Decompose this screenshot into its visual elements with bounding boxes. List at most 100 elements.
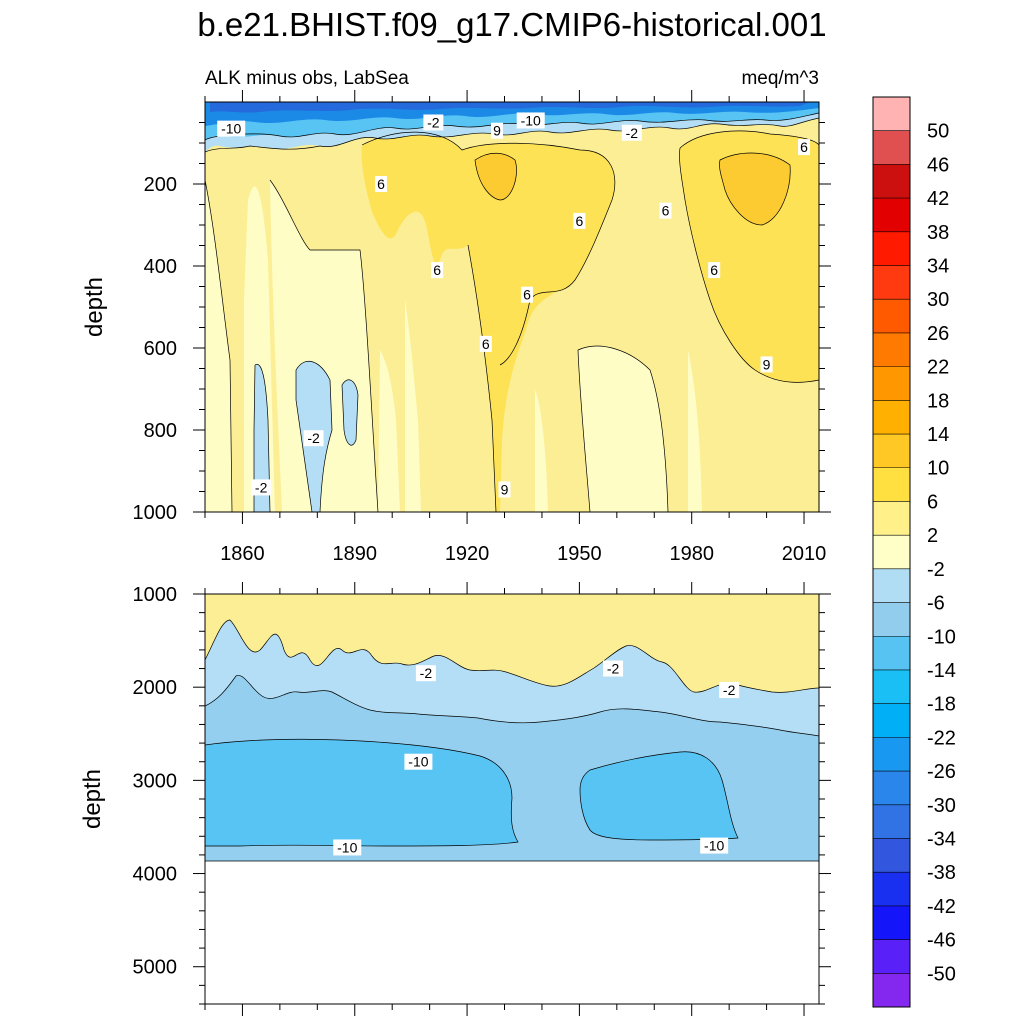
contour-label: -2 [303, 430, 324, 447]
colorbar-swatch [873, 299, 910, 334]
contour-label: -10 [404, 753, 433, 770]
colorbar-swatch [873, 265, 910, 300]
y-tick-label: 2000 [133, 677, 178, 699]
colorbar-label: -50 [927, 963, 956, 985]
contour-label: 6 [431, 262, 444, 279]
contour-label: -10 [516, 112, 545, 129]
contour-label: 9 [491, 122, 504, 139]
contour-label: -10 [333, 839, 362, 856]
x-tick-label: 2010 [782, 543, 827, 565]
colorbar-swatch [873, 905, 910, 940]
svg-text:-10: -10 [408, 754, 428, 770]
colorbar-swatch [873, 467, 910, 502]
colorbar-swatch [873, 231, 910, 266]
colorbar-swatch [873, 400, 910, 435]
upper-panel: -10 -2 9 -10 -2 6 6 6 6 6 6 6 6 9 -2 -2 9 200 400 600 800 10… [133, 90, 831, 565]
colorbar-label: -10 [927, 626, 956, 648]
contour-label: 6 [479, 335, 492, 352]
contour-label: -2 [621, 124, 642, 141]
x-tick-label: 1860 [220, 543, 265, 565]
colorbar-label: -22 [927, 727, 956, 749]
y-tick-label: 5000 [133, 957, 178, 979]
colorbar-label: 46 [927, 154, 949, 176]
lower-contour-labels: -2 -2 -2 -10 -10 -10 [333, 660, 740, 856]
colorbar-label: 42 [927, 188, 949, 210]
colorbar-label: 34 [927, 256, 949, 278]
lower-contour-fill [205, 594, 819, 1004]
svg-text:-10: -10 [337, 839, 357, 855]
colorbar-swatch [873, 434, 910, 469]
x-tick-label: 1890 [333, 543, 378, 565]
svg-text:6: 6 [523, 287, 531, 303]
colorbar-swatch [873, 332, 910, 367]
colorbar-swatch [873, 636, 910, 671]
svg-text:-2: -2 [307, 430, 320, 446]
y-tick-label: 200 [144, 174, 177, 196]
colorbar-label: 6 [927, 491, 938, 513]
svg-text:6: 6 [433, 262, 441, 278]
colorbar-swatch [873, 97, 910, 132]
lower-y-tick-labels: 1000 2000 3000 4000 5000 [133, 584, 178, 979]
colorbar-label: 50 [927, 121, 949, 143]
y-tick-label: 1000 [133, 502, 178, 524]
svg-text:6: 6 [662, 203, 670, 219]
upper-tick-marks [193, 90, 831, 524]
figure-title: b.e21.BHIST.f09_g17.CMIP6-historical.001 [197, 6, 826, 43]
colorbar-label: 18 [927, 390, 949, 412]
colorbar-label: -26 [927, 761, 956, 783]
svg-text:-10: -10 [704, 838, 724, 854]
colorbar-swatch [873, 535, 910, 570]
x-tick-label: 1950 [557, 543, 602, 565]
contour-label: -2 [415, 665, 436, 682]
contour-label: -10 [700, 837, 729, 854]
y-tick-label: 1000 [133, 584, 178, 606]
colorbar-swatch [873, 804, 910, 839]
upper-contour-fill [205, 102, 819, 512]
colorbar-swatch [873, 838, 910, 873]
svg-text:-2: -2 [626, 125, 639, 141]
colorbar-frame [872, 96, 911, 1008]
svg-text:-2: -2 [255, 479, 268, 495]
contour-label: -10 [217, 121, 246, 137]
svg-text:6: 6 [377, 176, 385, 192]
colorbar-label: -2 [927, 559, 945, 581]
colorbar-swatch [873, 130, 910, 165]
colorbar-swatch [873, 602, 910, 637]
colorbar-label: 26 [927, 323, 949, 345]
colorbar-swatch [873, 198, 910, 233]
upper-contour-labels: -10 -2 9 -10 -2 6 6 6 6 6 6 6 6 9 -2 -2 9 [217, 112, 811, 498]
svg-text:6: 6 [575, 213, 583, 229]
colorbar-label: 30 [927, 289, 949, 311]
colorbar-label: 22 [927, 357, 949, 379]
lower-tick-marks [193, 582, 831, 1016]
svg-text:9: 9 [763, 356, 771, 372]
svg-text:-2: -2 [420, 665, 433, 681]
colorbar-label: -18 [927, 694, 956, 716]
contour-label: 6 [520, 286, 533, 303]
contour-label: 9 [498, 481, 511, 498]
colorbar-label: -34 [927, 828, 956, 850]
colorbar-swatch [873, 164, 910, 199]
panel-subtitle-units: meq/m^3 [741, 68, 819, 89]
contour-label: -2 [603, 660, 624, 677]
svg-text:-2: -2 [723, 682, 736, 698]
y-axis-label-top: depth [81, 277, 108, 337]
contour-label: 6 [659, 202, 672, 219]
svg-text:-10: -10 [221, 121, 241, 137]
y-tick-label: 3000 [133, 770, 178, 792]
contour-label: 9 [760, 356, 773, 373]
upper-y-tick-labels: 200 400 600 800 1000 [133, 174, 178, 524]
svg-text:-10: -10 [521, 112, 541, 128]
colorbar-swatch [873, 771, 910, 806]
colorbar-label: -30 [927, 795, 956, 817]
colorbar-label: 10 [927, 458, 949, 480]
y-tick-label: 600 [144, 338, 177, 360]
colorbar-swatch [873, 872, 910, 907]
contour-label: 6 [374, 176, 387, 192]
panel-subtitle-left: ALK minus obs, LabSea [205, 68, 409, 89]
colorbar-swatch [873, 737, 910, 772]
svg-text:9: 9 [493, 123, 501, 139]
colorbar-swatch [873, 669, 910, 704]
y-tick-label: 800 [144, 420, 177, 442]
